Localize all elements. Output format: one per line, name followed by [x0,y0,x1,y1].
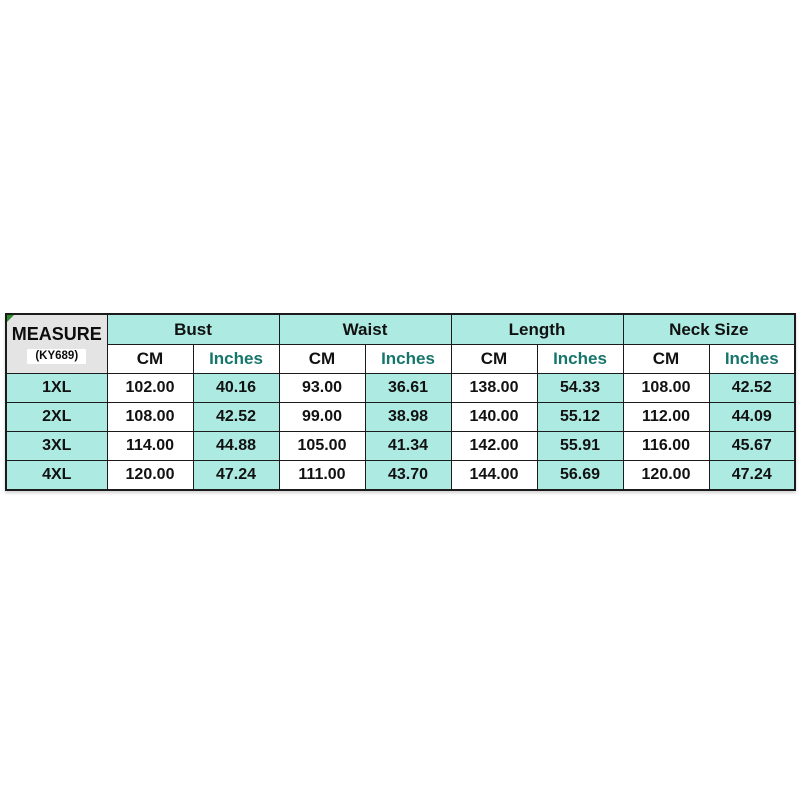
measurement-cell: 47.24 [708,460,796,491]
measurement-cell: 120.00 [106,460,194,491]
measurement-cell: 56.69 [536,460,624,491]
size-label: 2XL [5,402,108,432]
table-row-3xl: 3XL 114.00 44.88 105.00 41.34 142.00 55.… [5,431,796,461]
column-group-neck-size: Neck Size [622,313,796,345]
measurement-cell: 55.91 [536,431,624,461]
size-label: 4XL [5,460,108,491]
unit-header-cm: CM [278,344,366,374]
measurement-cell: 114.00 [106,431,194,461]
measurement-cell: 138.00 [450,373,538,403]
column-group-bust: Bust [106,313,280,345]
measurement-cell: 47.24 [192,460,280,491]
group-header-row: MEASURE (KY689) Bust Waist Length Neck S… [5,313,796,374]
measurement-cell: 54.33 [536,373,624,403]
measurement-cell: 108.00 [106,402,194,432]
unit-header-row: CM Inches CM Inches CM Inches CM Inches [6,344,796,374]
size-label: 1XL [5,373,108,403]
measurement-cell: 120.00 [622,460,710,491]
measurement-cell: 45.67 [708,431,796,461]
measurement-cell: 41.34 [364,431,452,461]
measurement-cell: 36.61 [364,373,452,403]
unit-header-cm: CM [622,344,710,374]
measure-code-badge: (KY689) [27,348,87,364]
measurement-cell: 38.98 [364,402,452,432]
size-label: 3XL [5,431,108,461]
unit-header-inches: Inches [364,344,452,374]
column-group-length: Length [450,313,624,345]
measure-header-cell: MEASURE (KY689) [5,313,108,374]
measurement-cell: 40.16 [192,373,280,403]
measurement-cell: 42.52 [708,373,796,403]
measurement-cell: 93.00 [278,373,366,403]
measurement-cell: 144.00 [450,460,538,491]
measurement-cell: 140.00 [450,402,538,432]
column-group-waist: Waist [278,313,452,345]
measurement-cell: 102.00 [106,373,194,403]
unit-header-inches: Inches [536,344,624,374]
table-row-1xl: 1XL 102.00 40.16 93.00 36.61 138.00 54.3… [5,373,796,403]
measurement-cell: 43.70 [364,460,452,491]
measurement-cell: 99.00 [278,402,366,432]
unit-header-cm: CM [106,344,194,374]
table-row-4xl: 4XL 120.00 47.24 111.00 43.70 144.00 56.… [5,460,796,491]
measurement-cell: 112.00 [622,402,710,432]
measurement-cell: 111.00 [278,460,366,491]
corner-marker-icon [7,315,14,322]
measurement-cell: 142.00 [450,431,538,461]
measurement-cell: 105.00 [278,431,366,461]
unit-header-cm: CM [450,344,538,374]
table-row-2xl: 2XL 108.00 42.52 99.00 38.98 140.00 55.1… [5,402,796,432]
measurement-cell: 44.88 [192,431,280,461]
measure-title: MEASURE [11,323,102,344]
measurement-cell: 44.09 [708,402,796,432]
measurement-cell: 116.00 [622,431,710,461]
measurement-cell: 55.12 [536,402,624,432]
measurement-cell: 42.52 [192,402,280,432]
unit-header-inches: Inches [708,344,796,374]
unit-header-inches: Inches [192,344,280,374]
size-chart-table: MEASURE (KY689) Bust Waist Length Neck S… [5,313,797,491]
measurement-cell: 108.00 [622,373,710,403]
